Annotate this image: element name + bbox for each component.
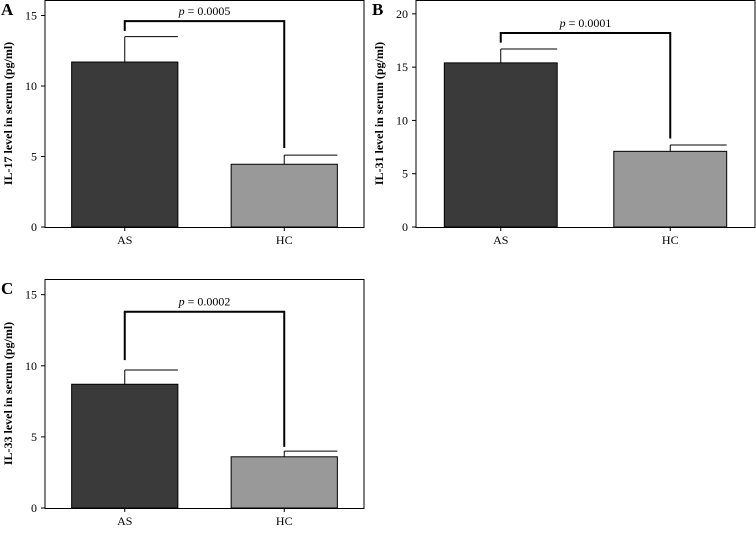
plot-frame — [415, 0, 756, 228]
p-value-label: p = 0.0001 — [559, 16, 612, 30]
y-tick-label: 10 — [25, 79, 37, 93]
x-tick-label: AS — [117, 233, 132, 247]
p-value-label: p = 0.0002 — [178, 295, 231, 309]
x-tick-label: AS — [493, 233, 508, 247]
panel-label: C — [1, 279, 13, 298]
p-value-label: p = 0.0005 — [178, 4, 231, 18]
plot-frame — [44, 0, 365, 228]
y-tick-label: 0 — [31, 220, 37, 234]
y-tick-label: 20 — [396, 7, 408, 21]
y-axis-label: IL-33 level in serum (pg/ml) — [1, 322, 15, 465]
bar-hc — [230, 163, 338, 228]
y-tick-label: 0 — [31, 501, 37, 515]
bar-hc — [613, 150, 728, 228]
y-axis-label: IL-17 level in serum (pg/ml) — [1, 42, 15, 185]
panel-b: B 0 5 10 15 20 IL-31 level in serum (pg/ml) AS H… — [372, 0, 756, 247]
x-tick-label: HC — [276, 233, 293, 247]
y-tick-label: 10 — [25, 359, 37, 373]
y-tick-label: 5 — [31, 430, 37, 444]
p-value: = 0.0001 — [566, 16, 612, 30]
y-tick-label: 5 — [402, 167, 408, 181]
panel-c: C 0 5 10 15 IL-33 level in serum (pg/ml) AS HC p… — [1, 279, 365, 528]
x-tick-label: HC — [662, 233, 679, 247]
bar-as — [443, 62, 558, 228]
x-tick-label: AS — [117, 514, 132, 528]
significance-bracket — [123, 20, 286, 149]
y-tick-label: 5 — [31, 150, 37, 164]
y-tick-label: 0 — [402, 220, 408, 234]
p-symbol: p — [178, 295, 185, 309]
y-tick-label: 15 — [25, 9, 37, 23]
bar-hc — [230, 456, 338, 509]
bar-as — [71, 383, 179, 509]
plot-frame — [44, 279, 365, 509]
p-symbol: p — [178, 4, 185, 18]
panel-a: A 0 5 10 15 IL-17 level in serum (pg/ml) AS HC p… — [1, 0, 365, 247]
p-value: = 0.0002 — [185, 295, 231, 309]
bar-as — [71, 61, 179, 228]
p-symbol: p — [559, 16, 566, 30]
y-tick-label: 15 — [396, 60, 408, 74]
panel-label: A — [1, 0, 14, 19]
y-tick-label: 10 — [396, 113, 408, 127]
panel-label: B — [372, 0, 383, 19]
p-value: = 0.0005 — [185, 4, 231, 18]
x-tick-label: HC — [276, 514, 293, 528]
significance-bracket — [499, 32, 672, 139]
significance-bracket — [123, 310, 286, 447]
y-axis-label: IL-31 level in serum (pg/ml) — [372, 42, 386, 185]
y-tick-label: 15 — [25, 288, 37, 302]
